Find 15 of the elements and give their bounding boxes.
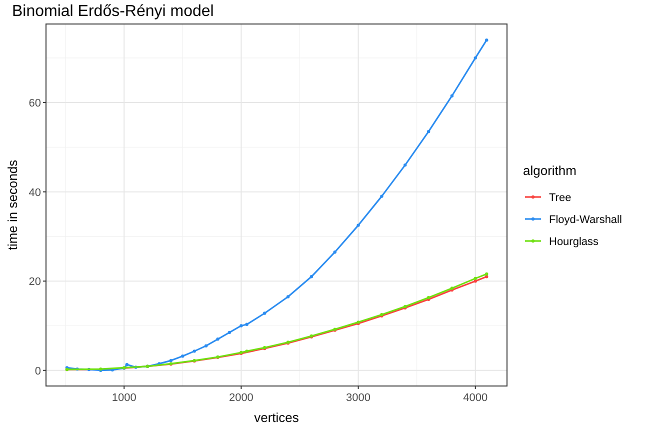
x-tick-label: 2000	[228, 392, 254, 404]
y-axis-title: time in seconds	[5, 159, 20, 250]
chart-title: Binomial Erdős-Rényi model	[12, 3, 214, 20]
x-tick-label: 4000	[463, 392, 488, 404]
legend-title: algorithm	[523, 163, 576, 178]
x-axis-title: vertices	[254, 410, 300, 425]
x-tick-label: 3000	[346, 392, 371, 404]
x-tick-label: 1000	[112, 392, 136, 404]
legend-label: Floyd-Warshall	[549, 214, 622, 226]
y-tick-label: 0	[34, 365, 41, 378]
legend-label: Tree	[549, 192, 572, 204]
legend-label: Hourglass	[549, 236, 600, 248]
y-tick-label: 40	[28, 186, 41, 199]
y-tick-label: 60	[28, 98, 41, 110]
y-tick-label: 20	[28, 276, 41, 288]
